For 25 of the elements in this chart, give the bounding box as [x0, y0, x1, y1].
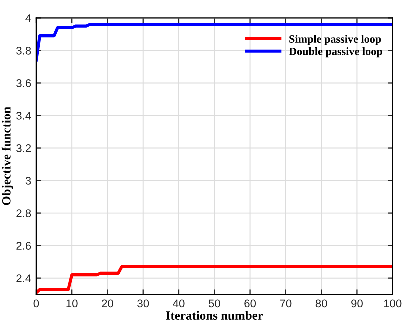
- x-tick-label: 40: [173, 300, 185, 308]
- line-series: [36, 23, 393, 62]
- legend-label: Double passive loop: [289, 48, 382, 58]
- x-tick-label: 80: [316, 300, 328, 308]
- y-tick-label: 3.2: [16, 144, 32, 152]
- x-tick-label: 0: [34, 300, 40, 308]
- x-tick-label: 60: [244, 300, 256, 308]
- x-tick-label: 50: [208, 300, 220, 308]
- y-tick-label: 2.4: [16, 274, 32, 282]
- y-tick-label: 4: [26, 14, 32, 22]
- x-tick-label: 90: [352, 300, 363, 308]
- y-tick-label: 2.6: [16, 242, 32, 250]
- y-tick-label: 3.8: [16, 46, 32, 55]
- y-axis-title: Objective function: [2, 107, 14, 206]
- legend-label: Simple passive loop: [290, 35, 382, 46]
- y-tick-label: 3: [26, 177, 32, 185]
- x-tick-label: 20: [102, 300, 114, 308]
- x-tick-label: 70: [280, 300, 292, 308]
- x-tick-label: 100: [384, 300, 402, 308]
- y-tick-label: 2.8: [16, 210, 32, 218]
- y-tick-label: 3.6: [16, 80, 32, 88]
- x-tick-label: 10: [66, 300, 78, 308]
- y-tick-label: 3.4: [16, 112, 32, 120]
- x-tick-label: 30: [138, 300, 150, 308]
- x-axis-title: Iterations number: [166, 311, 264, 320]
